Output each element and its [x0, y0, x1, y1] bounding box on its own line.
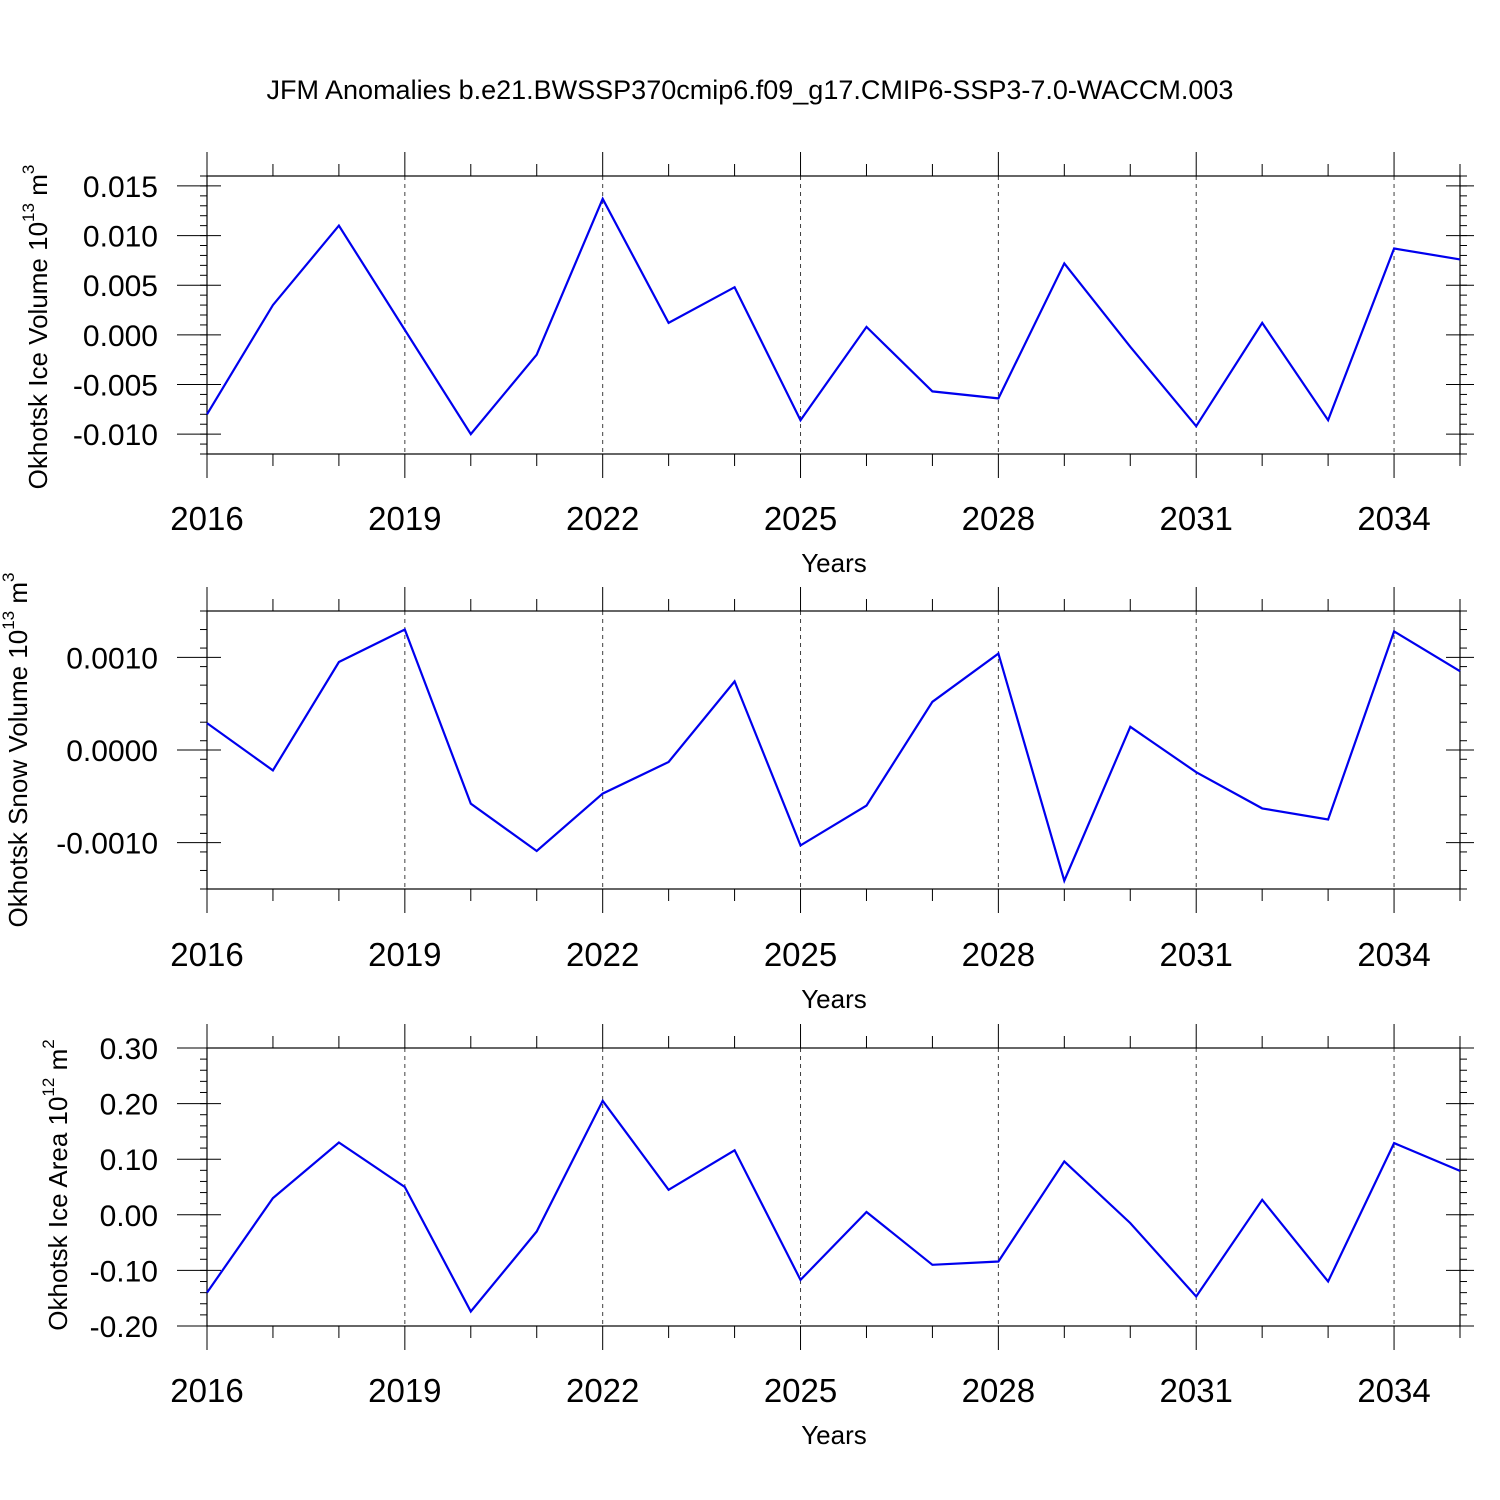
x-tick-label: 2031: [1159, 936, 1232, 973]
x-axis-title: Years: [801, 1420, 867, 1450]
x-tick-label: 2019: [368, 936, 441, 973]
x-tick-label: 2034: [1357, 500, 1430, 537]
x-tick-label: 2028: [962, 500, 1035, 537]
y-axis-title: Okhotsk Snow Volume 1013 m3: [0, 573, 33, 928]
y-axis-title-superscript: 12: [39, 1078, 58, 1097]
y-tick-label: -0.10: [90, 1255, 158, 1288]
y-axis-title-text: m: [43, 1049, 73, 1078]
y-tick-label: 0.0000: [66, 735, 158, 768]
series-line: [206, 627, 1461, 884]
x-tick-label: 2031: [1159, 1372, 1232, 1409]
x-tick-label: 2025: [764, 936, 837, 973]
x-tick-label: 2019: [368, 1372, 441, 1409]
x-tick-label: 2028: [962, 936, 1035, 973]
y-tick-label: -0.010: [73, 419, 158, 452]
series-line: [206, 196, 1461, 436]
panel-1: 2016 2019 2022 2025 2028 2031 2034 Years -0.010 -…: [19, 152, 1474, 578]
figure-title: JFM Anomalies b.e21.BWSSP370cmip6.f09_g1…: [267, 75, 1234, 105]
x-tick-label: 2022: [566, 936, 639, 973]
chart-panels: 2016 2019 2022 2025 2028 2031 2034 Years -0.010 -…: [0, 152, 1474, 1450]
y-axis-title: Okhotsk Ice Area 1012 m2: [39, 1039, 72, 1330]
y-tick-label: -0.20: [90, 1311, 158, 1344]
y-tick-label: -0.0010: [56, 828, 158, 861]
x-tick-label: 2016: [170, 500, 243, 537]
y-tick-label: 0.015: [83, 171, 158, 204]
y-axis-title-superscript: 13: [0, 611, 18, 630]
x-tick-label: 2022: [566, 1372, 639, 1409]
y-axis-title-superscript: 3: [0, 573, 18, 582]
y-axis-title-superscript: 2: [39, 1039, 58, 1048]
x-tick-label: 2019: [368, 500, 441, 537]
x-tick-label: 2025: [764, 1372, 837, 1409]
y-axis-title-text: m: [3, 582, 33, 611]
y-tick-label: 0.0010: [66, 642, 158, 675]
panel-2: 2016 2019 2022 2025 2028 2031 2034 Years -0.0010…: [0, 573, 1474, 1014]
x-tick-label: 2034: [1357, 1372, 1430, 1409]
y-tick-label: 0.010: [83, 221, 158, 254]
x-axis-title: Years: [801, 984, 867, 1014]
y-tick-label: 0.10: [100, 1144, 158, 1177]
y-axis-title-text: Okhotsk Ice Area 10: [43, 1097, 73, 1331]
y-tick-label: 0.30: [100, 1033, 158, 1066]
x-tick-label: 2031: [1159, 500, 1232, 537]
y-axis-title-superscript: 3: [19, 165, 38, 174]
y-tick-label: -0.005: [73, 370, 158, 403]
x-axis-title: Years: [801, 548, 867, 578]
x-tick-label: 2016: [170, 1372, 243, 1409]
y-axis-title-text: Okhotsk Snow Volume 10: [3, 630, 33, 928]
x-tick-label: 2022: [566, 500, 639, 537]
y-tick-label: 0.20: [100, 1089, 158, 1122]
y-axis-title-text: Okhotsk Ice Volume 10: [23, 222, 53, 489]
plot-frame: [206, 1047, 1461, 1327]
x-tick-label: 2034: [1357, 936, 1430, 973]
y-tick-label: 0.00: [100, 1200, 158, 1233]
y-tick-label: 0.000: [83, 320, 158, 353]
y-axis-title-text: m: [23, 174, 53, 203]
panel-3: 2016 2019 2022 2025 2028 2031 2034 Years -0.20 -0…: [39, 1024, 1474, 1450]
x-tick-label: 2028: [962, 1372, 1035, 1409]
x-tick-label: 2016: [170, 936, 243, 973]
y-axis-title: Okhotsk Ice Volume 1013 m3: [19, 165, 52, 490]
x-tick-label: 2025: [764, 500, 837, 537]
y-axis-title-superscript: 13: [19, 203, 38, 222]
y-tick-label: 0.005: [83, 270, 158, 303]
series-line: [206, 1098, 1461, 1314]
